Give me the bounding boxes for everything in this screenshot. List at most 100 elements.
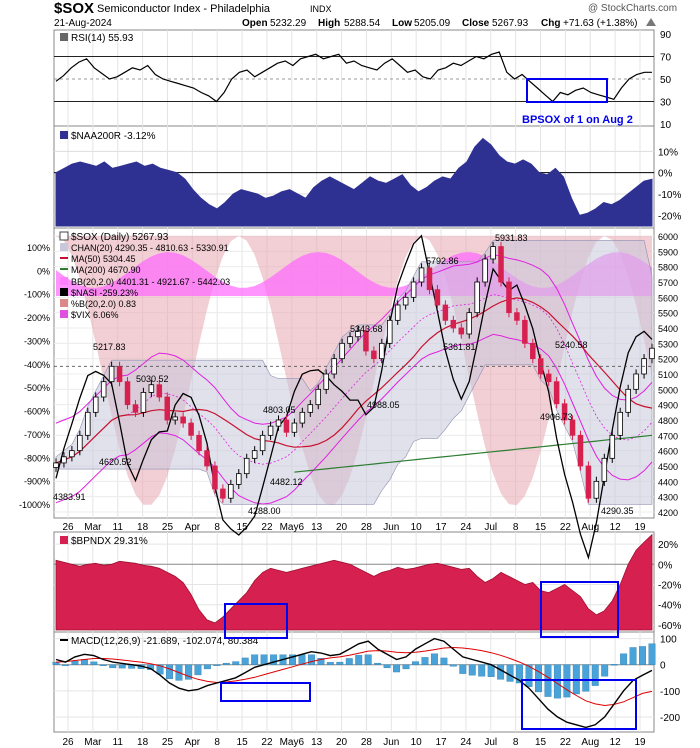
x-tick-label: 26	[62, 522, 74, 533]
candle-body	[132, 404, 139, 413]
x-tick-label: 15	[237, 522, 249, 533]
candle-body	[307, 404, 314, 413]
rsi-y-tick: 30	[660, 98, 672, 109]
rsi-y-tick: 50	[660, 75, 672, 86]
candle-body	[402, 296, 409, 306]
x-tick-label: May6	[280, 737, 305, 748]
x-tick-label: Jul	[484, 522, 497, 533]
bpndx-title: $BPNDX 29.31%	[60, 536, 148, 547]
candle-body	[53, 462, 59, 468]
price-y-tick-left: -800%	[24, 453, 50, 463]
x-tick-label: 17	[435, 522, 447, 533]
high-value: 5288.54	[344, 18, 381, 29]
bpndx-title-text: $BPNDX 29.31%	[71, 536, 148, 547]
candle-body	[418, 267, 425, 283]
candle-body	[259, 434, 266, 452]
candle-body	[569, 419, 576, 436]
macd-histogram-bar	[601, 664, 609, 677]
x-tick-label: 22	[560, 522, 572, 533]
candle-body	[92, 396, 99, 413]
macd-histogram-bar	[213, 664, 221, 666]
low-label: Low	[392, 18, 412, 29]
candle-body	[482, 258, 488, 283]
candle-body	[553, 381, 560, 405]
x-tick-label: 28	[361, 522, 373, 533]
rsi-y-tick: 10	[660, 120, 672, 131]
legend-chan: CHAN(20) 4290.35 - 4810.63 - 5330.91	[71, 243, 229, 253]
price-legend: $SOX (Daily) 5267.93 CHAN(20) 4290.35 - …	[59, 231, 230, 320]
candle-body	[649, 347, 655, 360]
macd-annotation-box-may	[220, 682, 311, 702]
legend-swatch	[60, 131, 68, 139]
price-y-tick-right: 4900	[658, 401, 678, 411]
candle-body	[140, 391, 147, 413]
price-y-tick-right: 4700	[658, 431, 678, 441]
candle-body	[530, 342, 536, 360]
x-tick-label: Aug	[581, 737, 599, 748]
ma200-line	[294, 434, 653, 473]
x-tick-label: Aug	[581, 522, 599, 533]
macd-histogram-bar	[639, 646, 646, 665]
macd-histogram-bar	[270, 654, 278, 665]
legend-pctb: %B(20,2.0) 0.83	[71, 299, 136, 309]
macd-histogram-bar	[166, 664, 173, 680]
x-tick-label: 18	[137, 737, 149, 748]
price-annotation: 4906.73	[540, 412, 573, 422]
candle-body	[442, 304, 449, 321]
macd-histogram-bar	[525, 664, 533, 687]
candle-body	[164, 396, 171, 421]
macd-histogram-bar	[80, 659, 88, 665]
legend-swatch	[60, 33, 68, 41]
candle-body	[394, 304, 401, 321]
candle-body	[561, 403, 568, 421]
candle-body	[585, 465, 592, 499]
price-y-tick-left: -600%	[24, 407, 50, 417]
naa200r-title-text: $NAA200R -3.12%	[71, 131, 156, 142]
candle-body	[291, 422, 298, 433]
macd-histogram-bar	[506, 664, 514, 682]
naa200r-area	[55, 137, 653, 227]
candle-body	[363, 330, 369, 352]
candle-body	[379, 342, 385, 360]
price-annotation: 5792.86	[426, 256, 459, 266]
x-tick-label: 8	[513, 522, 519, 533]
macd-histogram-bar	[307, 654, 315, 665]
macd-histogram-bar	[440, 657, 448, 665]
macd-histogram-bar	[430, 653, 438, 665]
macd-y-tick: 100	[660, 635, 677, 646]
candle-body	[466, 312, 472, 335]
price-y-tick-left: -500%	[24, 383, 50, 393]
price-annotation: 4988.05	[367, 400, 400, 410]
macd-histogram-bar	[516, 664, 524, 684]
x-tick-label: 12	[610, 737, 622, 748]
candle-body	[545, 373, 552, 383]
macd-histogram-bar	[535, 664, 542, 693]
bpndx-annotation-box-may	[224, 603, 288, 639]
bollinger-upper	[55, 254, 653, 425]
x-tick-label: 10	[411, 737, 423, 748]
candle-body	[514, 312, 520, 321]
chart-header: $SOX Semiconductor Index - Philadelphia …	[54, 0, 677, 29]
candle-body	[267, 425, 274, 436]
macd-histogram-bar	[402, 664, 410, 670]
x-tick-label: 10	[411, 522, 423, 533]
candle-body	[116, 365, 123, 383]
price-y-tick-left: -400%	[24, 360, 50, 370]
rsi-annotation-text: BPSOX of 1 on Aug 2	[522, 114, 633, 126]
candle-body	[108, 365, 115, 383]
price-annotation: 5240.58	[555, 340, 588, 350]
candle-body	[506, 281, 512, 314]
x-tick-label: 28	[361, 737, 373, 748]
naa-y-tick: 10%	[658, 147, 678, 158]
candle-body	[339, 342, 345, 360]
macd-y-tick: 0	[660, 661, 666, 672]
price-y-tick-right: 5200	[658, 355, 678, 365]
x-tick-label: May6	[280, 522, 305, 533]
candle-body	[371, 350, 377, 360]
candle-body	[148, 384, 155, 393]
x-tick-label: 11	[113, 522, 124, 533]
price-y-tick-left: -700%	[24, 430, 50, 440]
candle-body	[458, 327, 465, 335]
macd-histogram-bar	[620, 653, 628, 665]
